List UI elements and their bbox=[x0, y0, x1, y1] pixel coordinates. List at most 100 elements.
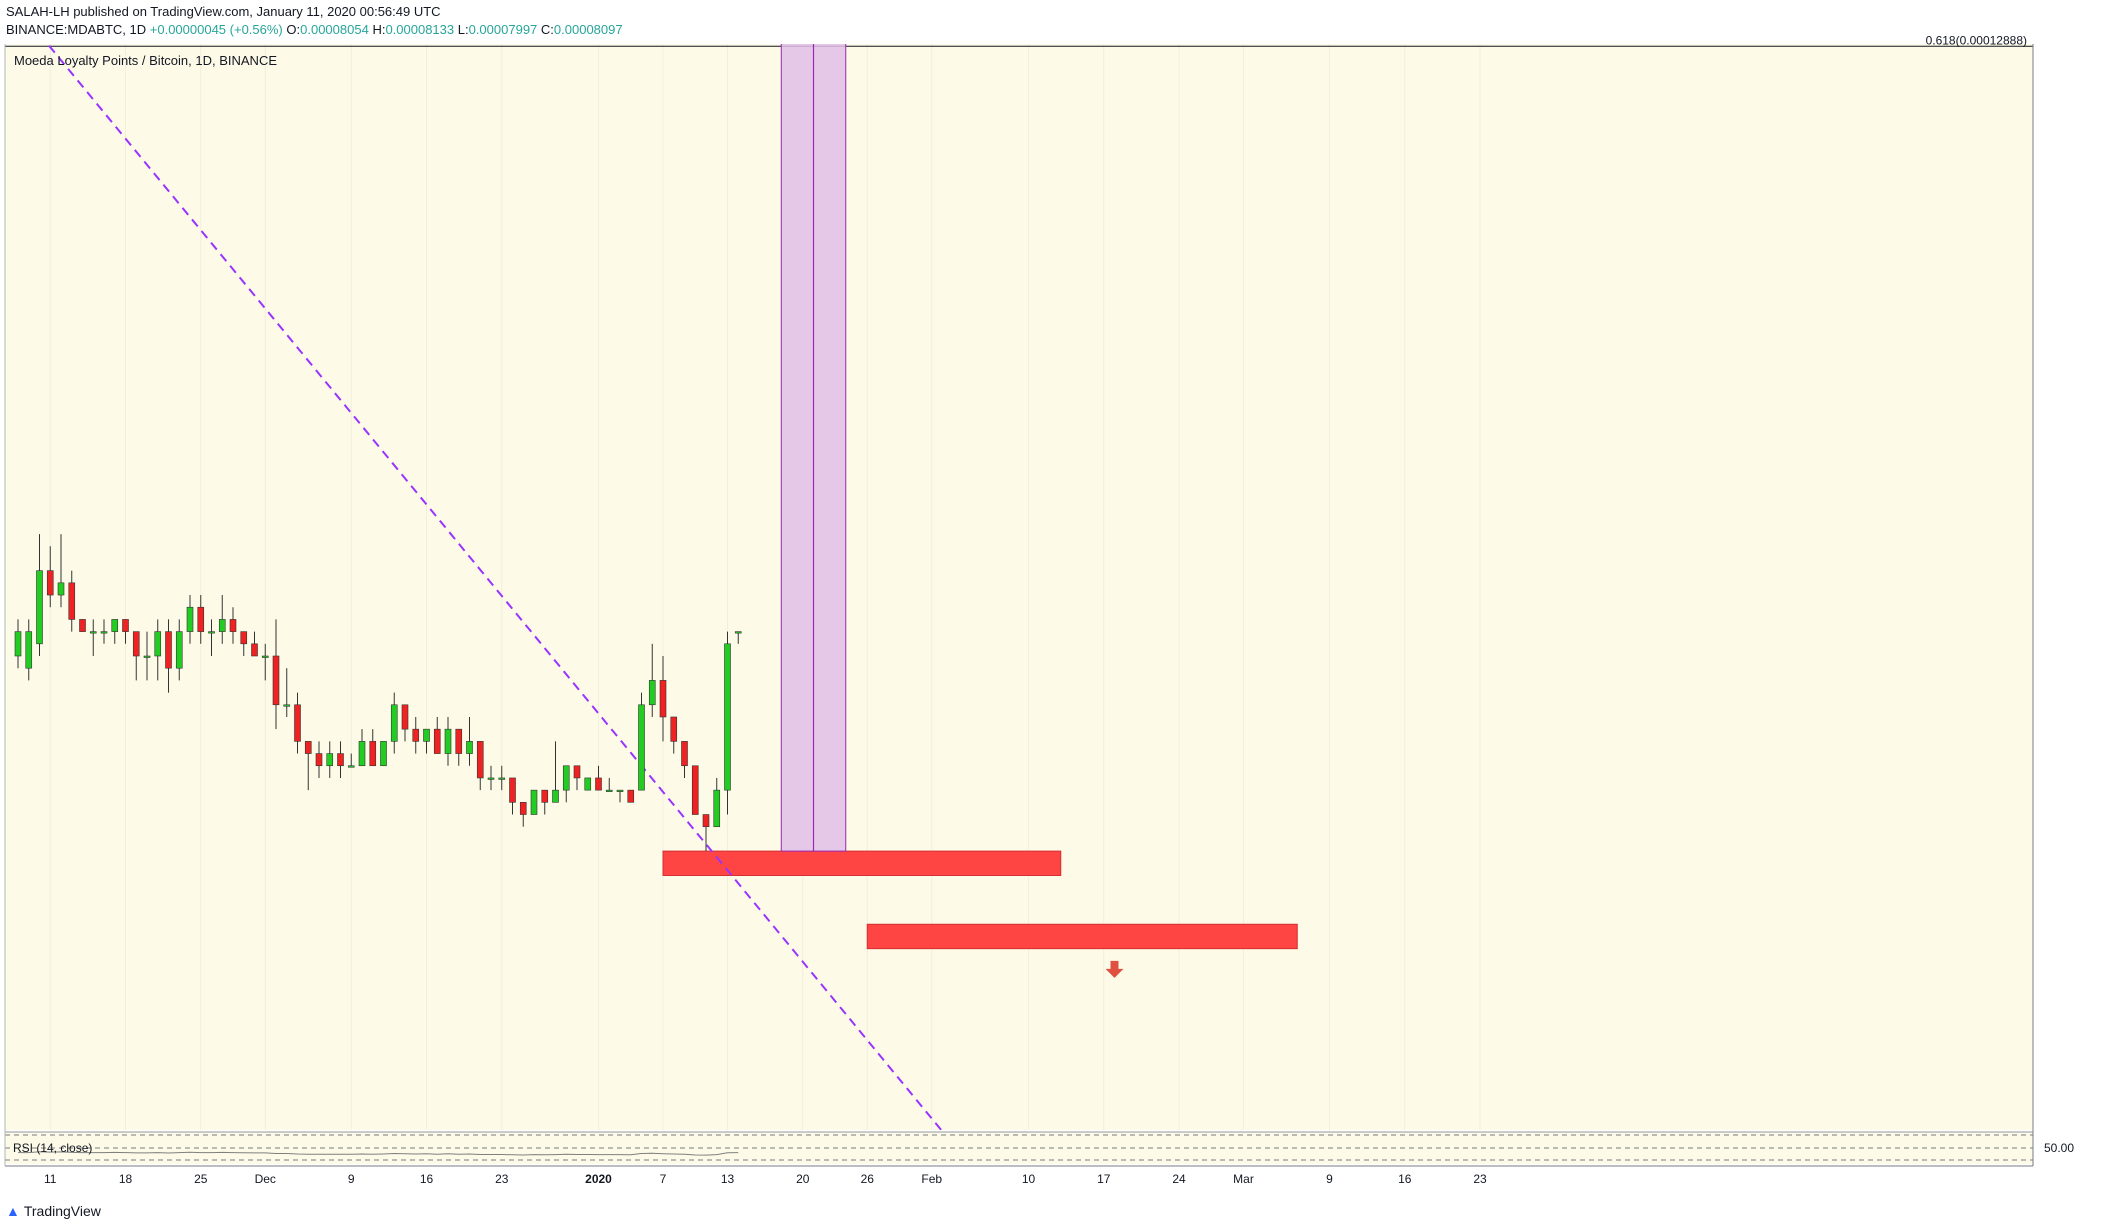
candle-body bbox=[79, 619, 86, 632]
fib-label-top: 0.618(0.00012888) bbox=[1926, 33, 2027, 47]
time-tick-label: 9 bbox=[348, 1172, 355, 1186]
candle-body bbox=[304, 741, 312, 754]
candle-body bbox=[552, 789, 559, 803]
candle-body bbox=[68, 582, 76, 620]
low-label: L: bbox=[457, 22, 469, 37]
time-tick-label: 13 bbox=[721, 1172, 735, 1186]
time-tick-label: 20 bbox=[796, 1172, 810, 1186]
candle-body bbox=[509, 777, 516, 803]
candle-body bbox=[659, 680, 667, 718]
candle-body bbox=[444, 728, 452, 754]
candle-body bbox=[541, 789, 549, 803]
candle-body bbox=[46, 570, 54, 596]
ohlc-line: BINANCE:MDABTC, 1D +0.00000045 (+0.56%) … bbox=[6, 22, 623, 37]
candle-body bbox=[498, 777, 506, 780]
candle-body bbox=[251, 643, 258, 657]
candle-body bbox=[412, 728, 420, 742]
high-label: H: bbox=[372, 22, 386, 37]
candle-body bbox=[573, 765, 581, 779]
candle-body bbox=[100, 631, 108, 634]
candle-body bbox=[380, 741, 387, 767]
candle-body bbox=[154, 631, 162, 657]
time-tick-label: Dec bbox=[255, 1172, 276, 1186]
candle-body bbox=[605, 789, 613, 792]
candle-body bbox=[423, 728, 430, 742]
plot-group: 0.00001795 (28.30%) 1795 bbox=[5, 44, 2033, 1130]
tradingview-logo[interactable]: ▲ TradingView bbox=[6, 1203, 101, 1219]
candle-body bbox=[530, 789, 538, 815]
candle-body bbox=[132, 631, 140, 657]
close-value: 0.00008097 bbox=[553, 22, 623, 37]
candle-body bbox=[616, 789, 624, 792]
candle-body bbox=[57, 582, 65, 596]
candle-body bbox=[36, 570, 43, 645]
footer: ▲ TradingView bbox=[0, 1192, 2120, 1229]
candle-body bbox=[369, 741, 377, 767]
time-tick-label: 23 bbox=[1473, 1172, 1487, 1186]
low-value: 0.00007997 bbox=[468, 22, 538, 37]
rsi-line bbox=[18, 1151, 739, 1156]
candle-body bbox=[670, 716, 678, 742]
down-arrow-icon bbox=[1105, 960, 1124, 978]
candle-body bbox=[401, 704, 409, 730]
candle-body bbox=[175, 631, 183, 669]
candle-body bbox=[283, 704, 291, 707]
candle-body bbox=[638, 704, 645, 791]
time-tick-label: 10 bbox=[1022, 1172, 1036, 1186]
time-tick-label: 17 bbox=[1097, 1172, 1111, 1186]
candle-body bbox=[240, 631, 248, 645]
candle-body bbox=[476, 741, 484, 779]
pane-title: Moeda Loyalty Points / Bitcoin, 1D, BINA… bbox=[14, 53, 278, 68]
rsi-label: RSI (14, close) bbox=[13, 1141, 92, 1155]
candle-body bbox=[734, 631, 742, 634]
candle-body bbox=[229, 619, 237, 632]
time-tick-label: Mar bbox=[1233, 1172, 1254, 1186]
candle-body bbox=[648, 680, 656, 706]
candle-body bbox=[702, 814, 710, 828]
candle-body bbox=[584, 777, 592, 791]
candle-body bbox=[433, 728, 441, 754]
time-tick-label: 25 bbox=[194, 1172, 208, 1186]
candle-body bbox=[390, 704, 398, 742]
candle-body bbox=[595, 777, 602, 791]
time-tick-label: 18 bbox=[119, 1172, 133, 1186]
candle-body bbox=[272, 655, 280, 706]
candle-body bbox=[519, 802, 527, 815]
candle-body bbox=[208, 631, 215, 634]
candle-body bbox=[165, 631, 172, 669]
rsi-tick-label: 50.00 bbox=[2044, 1141, 2074, 1155]
candle-body bbox=[186, 606, 194, 632]
time-tick-label: 16 bbox=[1398, 1172, 1412, 1186]
open-value: 0.00008054 bbox=[300, 22, 369, 37]
candle-body bbox=[337, 753, 344, 767]
candle-body bbox=[487, 777, 495, 780]
candle-body bbox=[89, 631, 97, 634]
candle-body bbox=[455, 728, 463, 754]
candle-body bbox=[691, 765, 699, 815]
time-tick-label: 23 bbox=[495, 1172, 509, 1186]
change-value: +0.00000045 (+0.56%) bbox=[149, 22, 283, 37]
price-axis[interactable] bbox=[2034, 44, 2120, 1169]
time-axis[interactable] bbox=[5, 1166, 2034, 1192]
candle-body bbox=[261, 655, 269, 658]
candle-body bbox=[111, 619, 119, 632]
publish-header: SALAH-LH published on TradingView.com, J… bbox=[0, 0, 2120, 42]
time-tick-label: 9 bbox=[1326, 1172, 1333, 1186]
time-tick-label: 2020 bbox=[585, 1172, 612, 1186]
time-tick-label: Feb bbox=[921, 1172, 942, 1186]
candle-body bbox=[294, 704, 301, 742]
candle-body bbox=[25, 631, 33, 669]
candle-body bbox=[358, 741, 366, 767]
candle-body bbox=[466, 741, 473, 754]
candle-body bbox=[681, 741, 688, 767]
time-tick-label: 16 bbox=[420, 1172, 434, 1186]
time-tick-label: 11 bbox=[44, 1172, 57, 1186]
candle-body bbox=[315, 753, 323, 767]
candle-body bbox=[627, 789, 635, 803]
tv-logo-icon: ▲ bbox=[6, 1203, 20, 1219]
candle-body bbox=[562, 765, 570, 791]
trendline bbox=[46, 44, 943, 1130]
candle-body bbox=[326, 753, 334, 767]
candle-body bbox=[218, 619, 226, 632]
candle-body bbox=[347, 765, 355, 768]
